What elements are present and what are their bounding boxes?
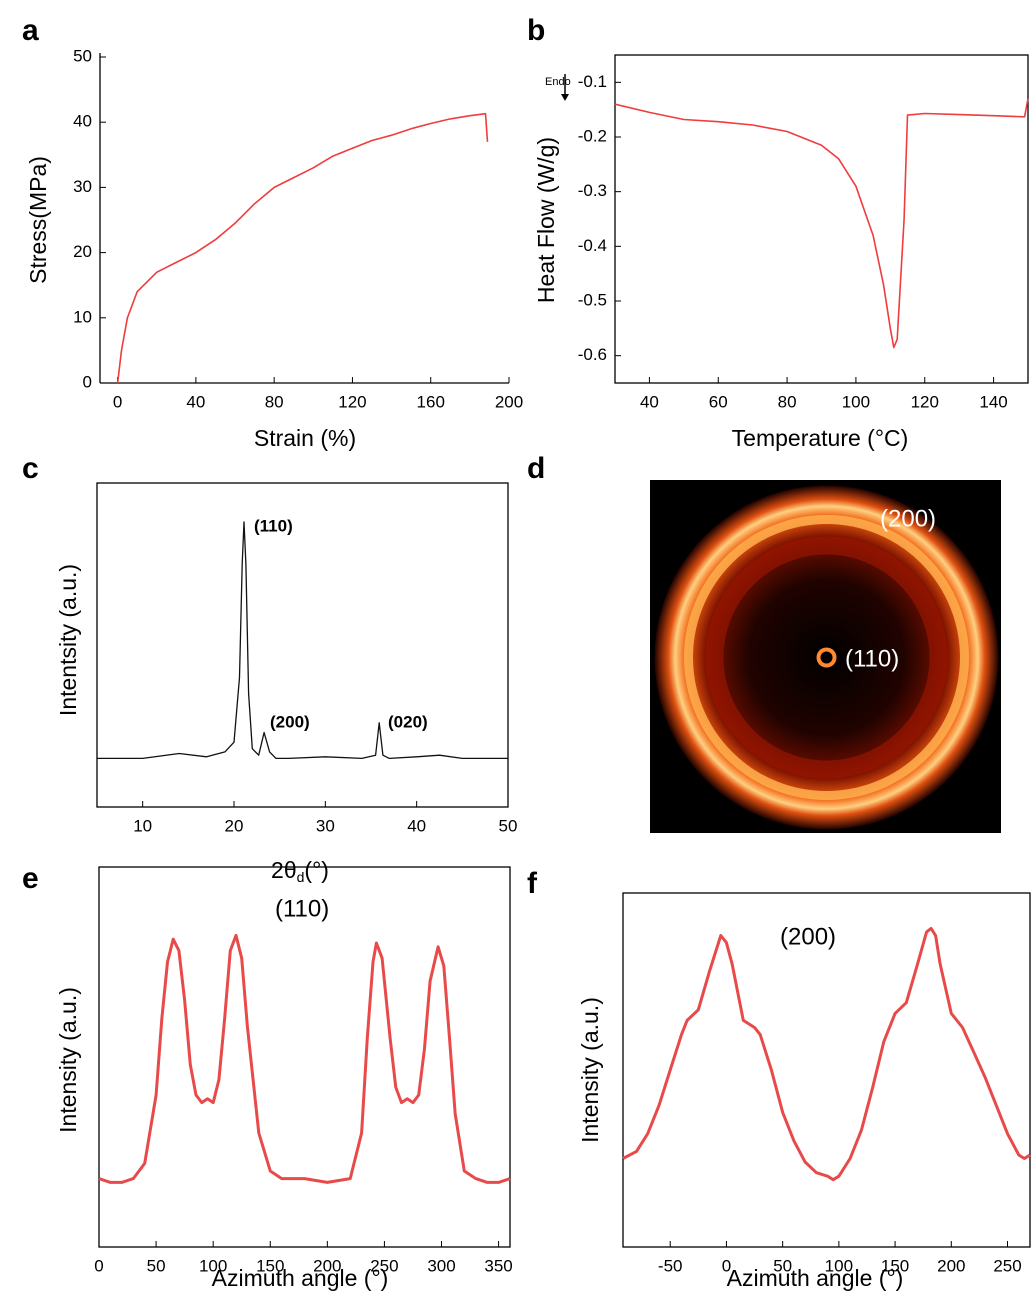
panel-label: b — [527, 14, 545, 47]
annotation: (200) — [780, 923, 836, 950]
y-axis-label: Intensity (a.u.) — [55, 987, 81, 1133]
annotation: Endo — [545, 76, 571, 88]
x-tick-label: 300 — [427, 1256, 455, 1275]
y-axis-label: Intensity (a.u.) — [577, 997, 603, 1143]
x-tick-label: 120 — [338, 392, 366, 411]
annotation: (200) — [270, 712, 310, 731]
x-axis-label: Azimuth angle (°) — [727, 1265, 904, 1291]
figure: a0408012016020001020304050Strain (%)Stre… — [0, 0, 1031, 1293]
x-tick-label: 40 — [640, 392, 659, 411]
x-tick-label: 10 — [133, 816, 152, 835]
endo-arrow-head — [561, 94, 569, 101]
annotation: (110) — [845, 645, 899, 672]
x-tick-label: 100 — [842, 392, 870, 411]
y-axis-label: Heat Flow (W/g) — [533, 137, 559, 303]
x-tick-label: 80 — [265, 392, 284, 411]
y-tick-label: 10 — [73, 307, 92, 326]
x-tick-label: 120 — [911, 392, 939, 411]
y-tick-label: 40 — [73, 112, 92, 131]
x-tick-label: 40 — [186, 392, 205, 411]
x-axis-label-part: d — [297, 869, 305, 885]
y-tick-label: -0.5 — [578, 290, 607, 309]
data-line — [615, 99, 1028, 348]
panel-label: f — [527, 867, 538, 900]
y-tick-label: -0.4 — [578, 236, 607, 255]
x-tick-label: 50 — [147, 1256, 166, 1275]
y-tick-label: 20 — [73, 242, 92, 261]
y-tick-label: 50 — [73, 46, 92, 65]
y-tick-label: 0 — [83, 372, 92, 391]
x-axis-label-part: 2θ — [271, 857, 297, 883]
annotation: (200) — [880, 505, 936, 532]
data-line — [118, 114, 488, 383]
panel-label: e — [22, 862, 39, 895]
x-tick-label: 0 — [113, 392, 122, 411]
beam-stop-core — [821, 652, 833, 664]
data-line — [623, 928, 1030, 1179]
y-tick-label: -0.2 — [578, 126, 607, 145]
x-tick-label: 250 — [993, 1256, 1021, 1275]
annotation: (110) — [254, 516, 293, 535]
x-tick-label: 60 — [709, 392, 728, 411]
x-axis-label: 2θd(°) — [271, 857, 329, 885]
y-tick-label: -0.3 — [578, 181, 607, 200]
x-tick-label: 20 — [225, 816, 244, 835]
x-tick-label: 350 — [484, 1256, 512, 1275]
x-tick-label: 30 — [316, 816, 335, 835]
x-axis-label-part: (°) — [304, 857, 329, 883]
x-tick-label: -50 — [658, 1256, 683, 1275]
x-tick-label: 200 — [495, 392, 523, 411]
annotation: (020) — [388, 712, 428, 731]
x-tick-label: 40 — [407, 816, 426, 835]
plot-frame — [615, 55, 1028, 383]
y-axis-label: Stress(MPa) — [25, 156, 51, 284]
x-axis-label: Temperature (°C) — [732, 425, 909, 451]
panel-label: a — [22, 14, 39, 47]
y-tick-label: -0.6 — [578, 345, 607, 364]
y-tick-label: -0.1 — [578, 72, 607, 91]
x-tick-label: 80 — [778, 392, 797, 411]
y-axis-label: Intentsity (a.u.) — [55, 564, 81, 716]
x-tick-label: 0 — [94, 1256, 103, 1275]
annotation: (110) — [275, 895, 329, 922]
x-tick-label: 160 — [417, 392, 445, 411]
x-tick-label: 200 — [937, 1256, 965, 1275]
data-line — [99, 935, 510, 1182]
panel-label: d — [527, 452, 545, 485]
x-axis-label: Azimuth angle (°) — [212, 1265, 389, 1291]
x-axis-label: Strain (%) — [254, 425, 356, 451]
panel-label: c — [22, 452, 39, 485]
plot-frame — [99, 867, 510, 1247]
x-tick-label: 140 — [979, 392, 1007, 411]
x-tick-label: 50 — [499, 816, 518, 835]
y-tick-label: 30 — [73, 177, 92, 196]
